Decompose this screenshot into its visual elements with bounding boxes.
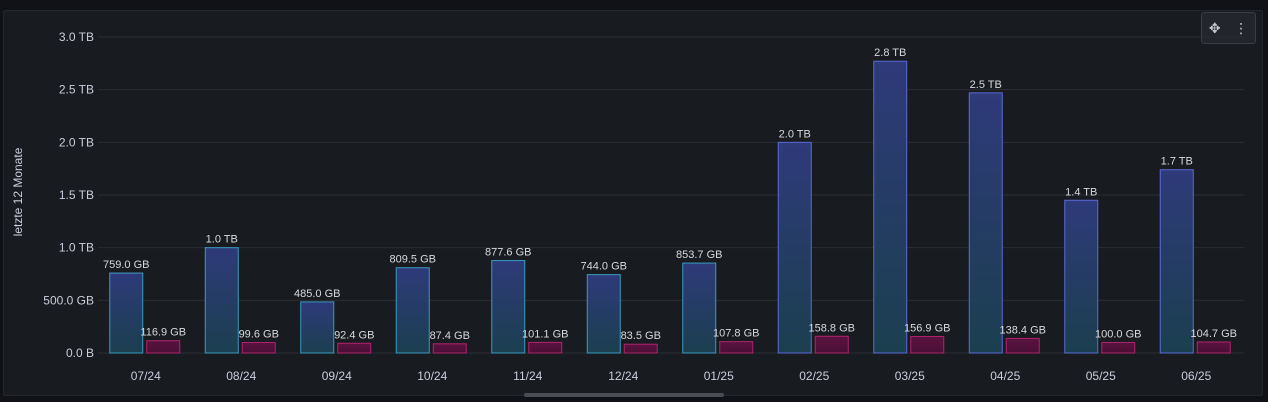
data-label: 2.0 TB	[779, 128, 811, 140]
data-label: 809.5 GB	[390, 254, 436, 266]
data-label: 116.9 GB	[140, 327, 186, 339]
x-tick-label: 06/25	[1181, 369, 1211, 383]
data-label: 104.7 GB	[1191, 328, 1237, 340]
bar-series-a-04-25[interactable]	[968, 92, 1003, 354]
bar-series-a-06-25[interactable]	[1159, 169, 1194, 354]
y-tick-label: 1.5 TB	[59, 188, 94, 202]
data-label: 2.8 TB	[874, 47, 906, 59]
bar-series-a-11-24[interactable]	[491, 260, 526, 354]
bar-series-b-09-24[interactable]	[337, 342, 372, 354]
data-label: 2.5 TB	[970, 79, 1002, 91]
bar-series-a-01-25[interactable]	[682, 262, 717, 354]
bar-series-a-07-24[interactable]	[109, 272, 144, 354]
bar-series-a-03-25[interactable]	[873, 60, 908, 354]
y-tick-label: 2.5 TB	[59, 83, 94, 97]
data-label: 107.8 GB	[713, 328, 759, 340]
y-tick-label: 500.0 GB	[43, 293, 94, 307]
data-label: 138.4 GB	[1000, 324, 1046, 336]
bar-series-b-05-25[interactable]	[1101, 341, 1136, 354]
data-label: 92.4 GB	[334, 329, 374, 341]
data-label: 744.0 GB	[581, 261, 627, 273]
x-tick-label: 11/24	[513, 369, 542, 383]
y-tick-label: 3.0 TB	[59, 30, 94, 44]
data-label: 156.9 GB	[904, 322, 950, 334]
bar-series-b-10-24[interactable]	[432, 343, 467, 354]
more-vertical-icon[interactable]: ⋮	[1234, 20, 1249, 36]
x-tick-label: 07/24	[131, 369, 161, 383]
data-label: 101.1 GB	[522, 328, 568, 340]
bar-series-b-04-25[interactable]	[1005, 337, 1040, 354]
x-tick-label: 05/25	[1086, 369, 1116, 383]
data-label: 100.0 GB	[1095, 328, 1141, 340]
data-label: 1.4 TB	[1065, 186, 1097, 198]
move-icon[interactable]: ✥	[1208, 20, 1221, 36]
data-label: 759.0 GB	[103, 259, 149, 271]
bar-series-a-08-24[interactable]	[204, 247, 239, 354]
bar-series-b-08-24[interactable]	[241, 342, 276, 354]
bar-series-a-10-24[interactable]	[395, 267, 430, 354]
x-tick-label: 03/25	[895, 369, 925, 383]
data-label: 1.0 TB	[206, 234, 238, 246]
bar-series-b-07-24[interactable]	[146, 340, 181, 354]
horizontal-scrollbar[interactable]	[524, 393, 724, 397]
bar-series-a-09-24[interactable]	[300, 301, 335, 354]
y-axis-label: letzte 12 Monate	[11, 147, 25, 236]
panel-header-menu[interactable]: ✥ ⋮	[1201, 12, 1256, 44]
bar-series-b-01-25[interactable]	[719, 341, 754, 354]
data-label: 1.7 TB	[1161, 156, 1193, 168]
bar-series-a-02-25[interactable]	[777, 141, 812, 354]
data-label: 485.0 GB	[294, 288, 340, 300]
bar-series-a-12-24[interactable]	[586, 274, 621, 354]
x-tick-label: 10/24	[417, 369, 447, 383]
y-tick-label: 1.0 TB	[59, 241, 94, 255]
data-label: 87.4 GB	[430, 330, 470, 342]
x-tick-label: 09/24	[322, 369, 352, 383]
data-label: 83.5 GB	[621, 330, 661, 342]
x-tick-label: 12/24	[608, 369, 638, 383]
x-tick-label: 01/25	[704, 369, 734, 383]
bar-series-b-02-25[interactable]	[814, 335, 849, 354]
bar-series-a-05-25[interactable]	[1064, 199, 1099, 354]
bar-series-b-11-24[interactable]	[528, 341, 563, 354]
x-tick-label: 04/25	[990, 369, 1020, 383]
data-label: 853.7 GB	[676, 249, 722, 261]
x-tick-label: 08/24	[226, 369, 256, 383]
data-label: 158.8 GB	[809, 322, 855, 334]
y-tick-label: 2.0 TB	[59, 135, 94, 149]
bar-series-b-03-25[interactable]	[910, 335, 945, 354]
bar-series-b-12-24[interactable]	[623, 343, 658, 354]
data-label: 99.6 GB	[239, 329, 279, 341]
y-tick-label: 0.0 B	[66, 346, 94, 360]
data-label: 877.6 GB	[485, 247, 531, 259]
bar-series-b-06-25[interactable]	[1196, 341, 1231, 354]
x-tick-label: 02/25	[799, 369, 829, 383]
